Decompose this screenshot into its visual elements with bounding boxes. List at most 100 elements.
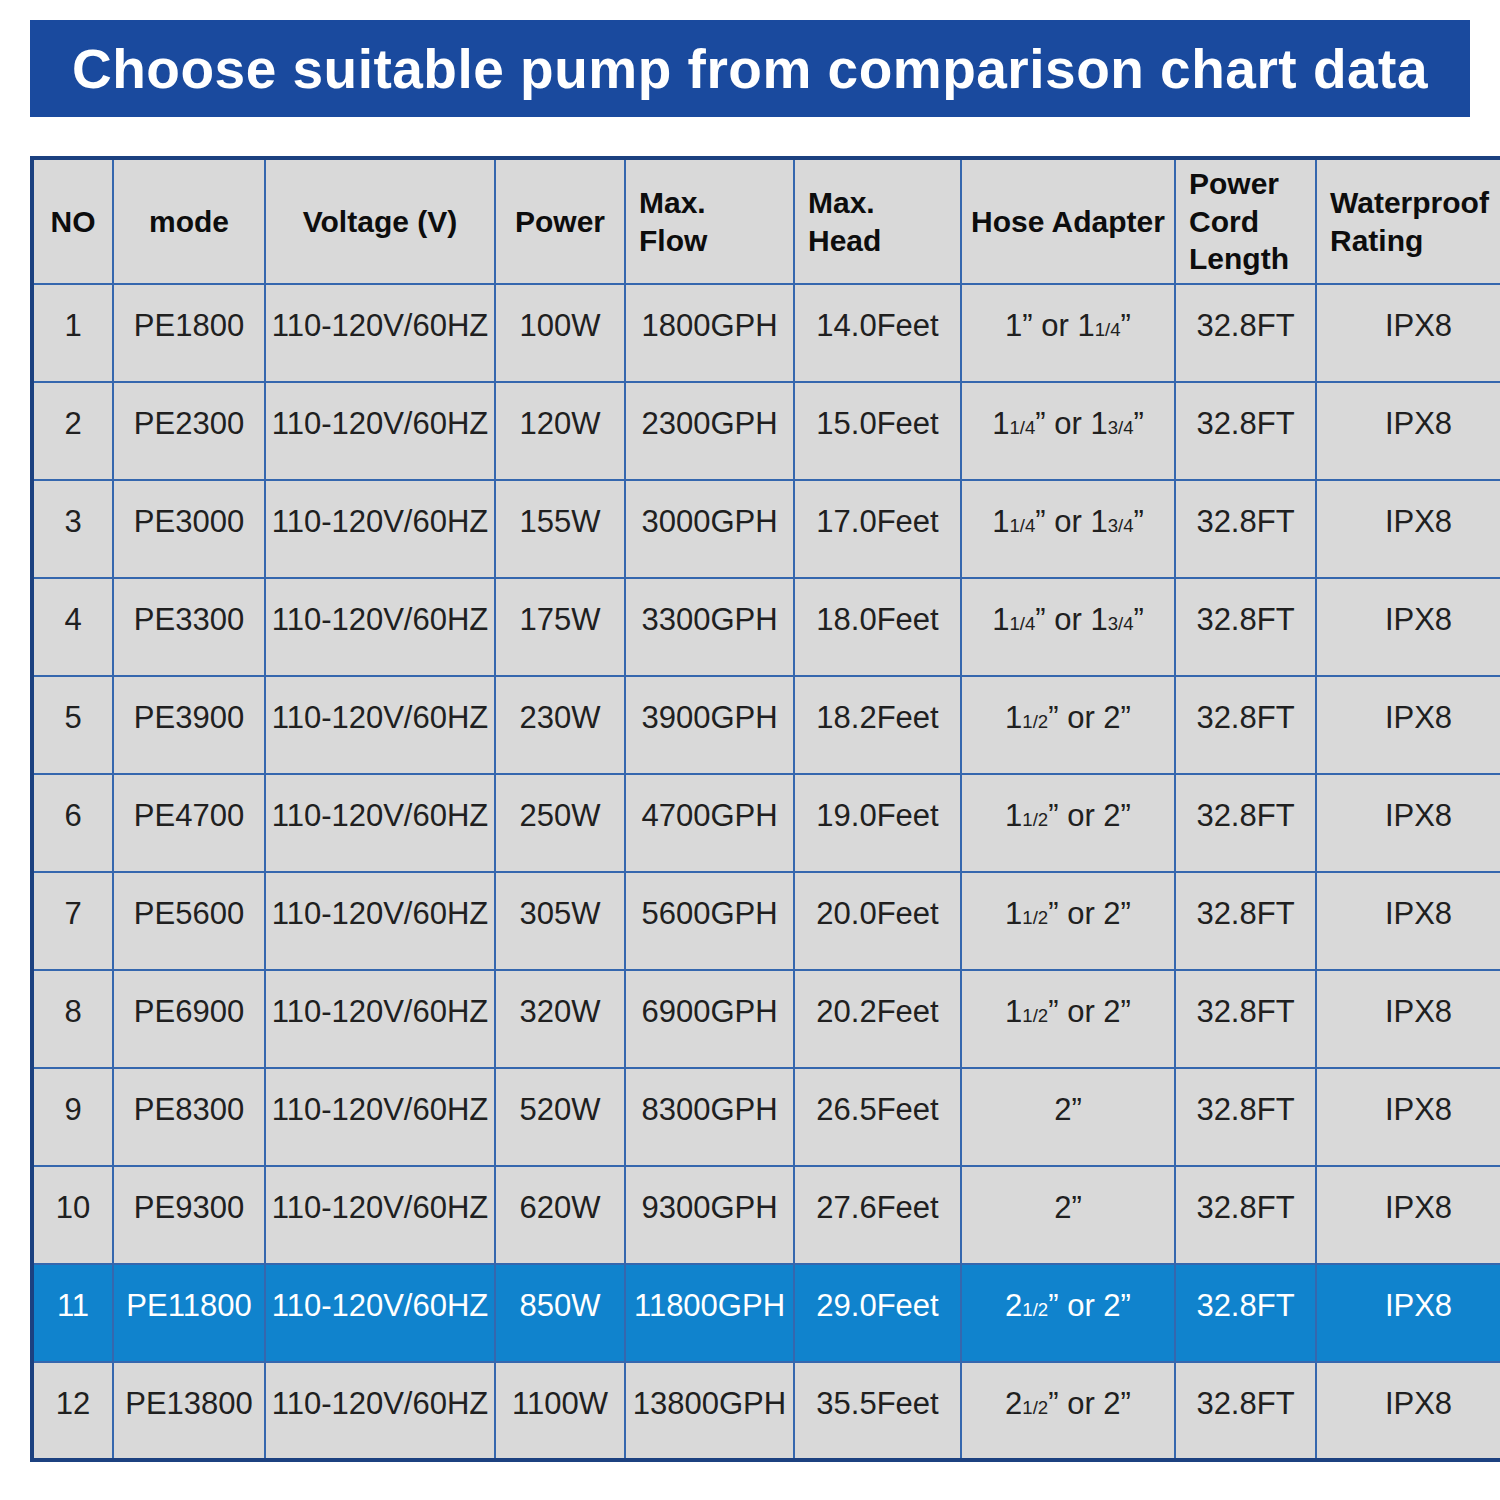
cell-no: 12 — [32, 1362, 113, 1460]
cell-hose_adapter: 11/2” or 2” — [961, 676, 1175, 774]
cell-max_head: 14.0Feet — [794, 284, 961, 382]
cell-power_cord_length: 32.8FT — [1175, 676, 1316, 774]
cell-max_flow: 4700GPH — [625, 774, 794, 872]
table-body: 1PE1800110-120V/60HZ100W1800GPH14.0Feet1… — [32, 284, 1500, 1460]
cell-no: 8 — [32, 970, 113, 1068]
page: Choose suitable pump from comparison cha… — [0, 0, 1500, 1500]
cell-max_head: 20.0Feet — [794, 872, 961, 970]
cell-waterproof_rating: IPX8 — [1316, 1166, 1500, 1264]
cell-voltage: 110-120V/60HZ — [265, 774, 495, 872]
fraction: 1/4 — [1009, 613, 1035, 634]
cell-power_cord_length: 32.8FT — [1175, 284, 1316, 382]
col-header-mode: mode — [113, 158, 265, 284]
cell-hose_adapter: 11/4” or 13/4” — [961, 382, 1175, 480]
cell-waterproof_rating: IPX8 — [1316, 970, 1500, 1068]
cell-power_cord_length: 32.8FT — [1175, 1068, 1316, 1166]
pump-comparison-table: NOmodeVoltage (V)PowerMax. FlowMax. Head… — [30, 156, 1500, 1462]
cell-max_head: 19.0Feet — [794, 774, 961, 872]
cell-hose_adapter: 11/4” or 13/4” — [961, 578, 1175, 676]
fraction: 3/4 — [1108, 417, 1134, 438]
table-row: 10PE9300110-120V/60HZ620W9300GPH27.6Feet… — [32, 1166, 1500, 1264]
cell-no: 11 — [32, 1264, 113, 1362]
fraction: 1/2 — [1022, 809, 1048, 830]
table-row: 6PE4700110-120V/60HZ250W4700GPH19.0Feet1… — [32, 774, 1500, 872]
cell-power: 175W — [495, 578, 625, 676]
cell-hose_adapter: 2” — [961, 1068, 1175, 1166]
cell-power_cord_length: 32.8FT — [1175, 1166, 1316, 1264]
cell-power: 520W — [495, 1068, 625, 1166]
cell-no: 3 — [32, 480, 113, 578]
cell-max_flow: 3000GPH — [625, 480, 794, 578]
cell-voltage: 110-120V/60HZ — [265, 480, 495, 578]
col-header-waterproof_rating: Waterproof Rating — [1316, 158, 1500, 284]
cell-hose_adapter: 21/2” or 2” — [961, 1264, 1175, 1362]
cell-mode: PE11800 — [113, 1264, 265, 1362]
cell-max_head: 15.0Feet — [794, 382, 961, 480]
table-header: NOmodeVoltage (V)PowerMax. FlowMax. Head… — [32, 158, 1500, 284]
cell-power_cord_length: 32.8FT — [1175, 382, 1316, 480]
cell-max_head: 18.2Feet — [794, 676, 961, 774]
cell-waterproof_rating: IPX8 — [1316, 1068, 1500, 1166]
cell-hose_adapter: 11/2” or 2” — [961, 774, 1175, 872]
cell-max_head: 35.5Feet — [794, 1362, 961, 1460]
cell-max_flow: 3900GPH — [625, 676, 794, 774]
cell-voltage: 110-120V/60HZ — [265, 1362, 495, 1460]
cell-max_flow: 13800GPH — [625, 1362, 794, 1460]
table-row: 8PE6900110-120V/60HZ320W6900GPH20.2Feet1… — [32, 970, 1500, 1068]
cell-power: 230W — [495, 676, 625, 774]
cell-mode: PE1800 — [113, 284, 265, 382]
fraction: 1/4 — [1095, 319, 1121, 340]
cell-power: 320W — [495, 970, 625, 1068]
table-row: 11PE11800110-120V/60HZ850W11800GPH29.0Fe… — [32, 1264, 1500, 1362]
cell-max_head: 18.0Feet — [794, 578, 961, 676]
cell-no: 10 — [32, 1166, 113, 1264]
cell-no: 2 — [32, 382, 113, 480]
cell-max_flow: 6900GPH — [625, 970, 794, 1068]
cell-no: 5 — [32, 676, 113, 774]
cell-power_cord_length: 32.8FT — [1175, 578, 1316, 676]
cell-hose_adapter: 11/4” or 13/4” — [961, 480, 1175, 578]
cell-power: 100W — [495, 284, 625, 382]
table-row: 7PE5600110-120V/60HZ305W5600GPH20.0Feet1… — [32, 872, 1500, 970]
cell-voltage: 110-120V/60HZ — [265, 1166, 495, 1264]
cell-max_flow: 5600GPH — [625, 872, 794, 970]
cell-mode: PE13800 — [113, 1362, 265, 1460]
cell-waterproof_rating: IPX8 — [1316, 578, 1500, 676]
cell-hose_adapter: 1” or 11/4” — [961, 284, 1175, 382]
cell-mode: PE3900 — [113, 676, 265, 774]
cell-power: 1100W — [495, 1362, 625, 1460]
cell-power_cord_length: 32.8FT — [1175, 480, 1316, 578]
cell-max_head: 26.5Feet — [794, 1068, 961, 1166]
cell-no: 1 — [32, 284, 113, 382]
cell-mode: PE9300 — [113, 1166, 265, 1264]
cell-waterproof_rating: IPX8 — [1316, 676, 1500, 774]
col-header-max_flow: Max. Flow — [625, 158, 794, 284]
cell-hose_adapter: 11/2” or 2” — [961, 970, 1175, 1068]
cell-hose_adapter: 21/2” or 2” — [961, 1362, 1175, 1460]
fraction: 1/2 — [1022, 1397, 1048, 1418]
cell-power: 120W — [495, 382, 625, 480]
table-row: 12PE13800110-120V/60HZ1100W13800GPH35.5F… — [32, 1362, 1500, 1460]
cell-power_cord_length: 32.8FT — [1175, 1264, 1316, 1362]
cell-voltage: 110-120V/60HZ — [265, 872, 495, 970]
fraction: 1/2 — [1022, 711, 1048, 732]
cell-voltage: 110-120V/60HZ — [265, 382, 495, 480]
table-row: 9PE8300110-120V/60HZ520W8300GPH26.5Feet2… — [32, 1068, 1500, 1166]
cell-power: 155W — [495, 480, 625, 578]
col-header-voltage: Voltage (V) — [265, 158, 495, 284]
cell-max_head: 20.2Feet — [794, 970, 961, 1068]
cell-waterproof_rating: IPX8 — [1316, 284, 1500, 382]
cell-power: 620W — [495, 1166, 625, 1264]
cell-power_cord_length: 32.8FT — [1175, 872, 1316, 970]
cell-voltage: 110-120V/60HZ — [265, 1068, 495, 1166]
cell-power_cord_length: 32.8FT — [1175, 970, 1316, 1068]
fraction: 1/2 — [1022, 907, 1048, 928]
cell-max_flow: 3300GPH — [625, 578, 794, 676]
cell-power_cord_length: 32.8FT — [1175, 774, 1316, 872]
cell-hose_adapter: 2” — [961, 1166, 1175, 1264]
cell-power: 850W — [495, 1264, 625, 1362]
header-row: NOmodeVoltage (V)PowerMax. FlowMax. Head… — [32, 158, 1500, 284]
cell-max_flow: 1800GPH — [625, 284, 794, 382]
cell-waterproof_rating: IPX8 — [1316, 774, 1500, 872]
page-title: Choose suitable pump from comparison cha… — [72, 37, 1428, 101]
